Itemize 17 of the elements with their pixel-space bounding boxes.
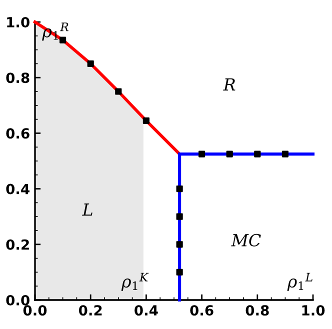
- annotation: ρ$_{1}$$^{K}$: [121, 272, 149, 291]
- x-tick-label: 0.6: [190, 305, 214, 316]
- x-tick-label: 0.4: [134, 305, 158, 316]
- annotation: ρ$_{1}$$^{L}$: [287, 272, 312, 291]
- y-tick-label: 0.6: [6, 128, 30, 139]
- y-tick-label: 0.2: [6, 239, 29, 250]
- annotation: MC: [231, 234, 261, 246]
- x-tick-label: 0.0: [23, 305, 47, 316]
- y-tick-label: 0.0: [6, 294, 30, 306]
- x-tick-label: 0.8: [246, 305, 269, 316]
- y-tick-label: 0.4: [6, 184, 30, 194]
- y-tick-label: 1.0: [7, 16, 30, 28]
- annotation: R: [223, 78, 236, 91]
- y-tick-label: 0.8: [6, 72, 30, 84]
- x-tick-label: 1.0: [302, 305, 325, 316]
- annotation: L: [82, 203, 92, 216]
- x-tick-label: 0.2: [78, 305, 102, 316]
